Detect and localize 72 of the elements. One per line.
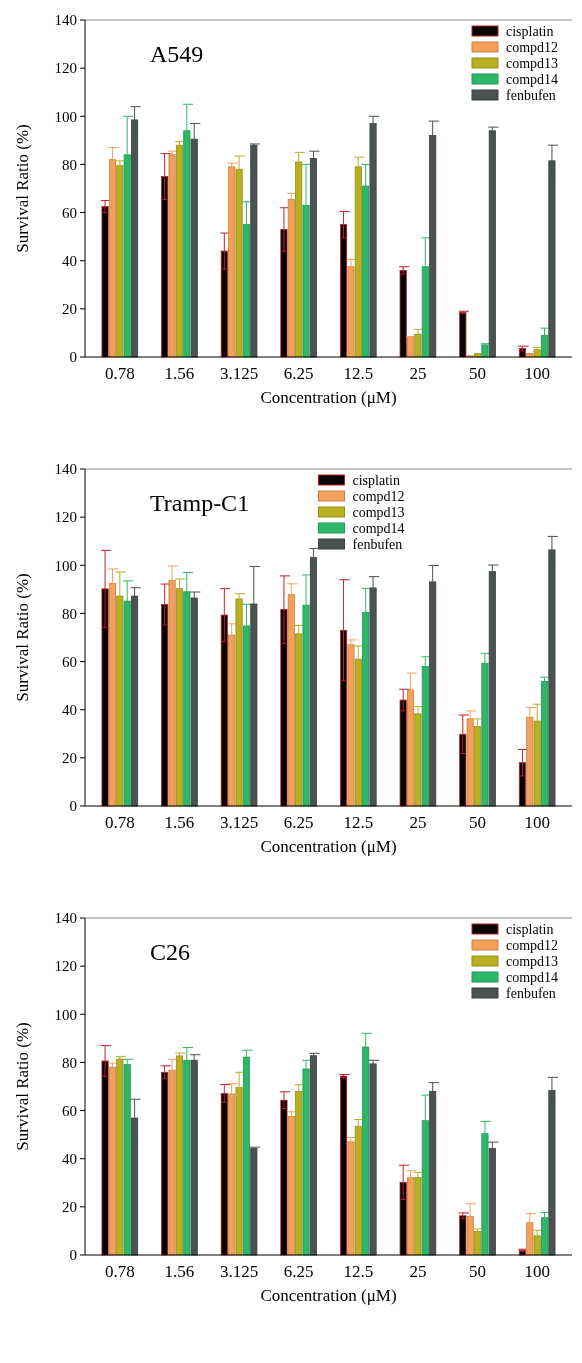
legend-label: compd12 <box>506 39 559 55</box>
text: Tramp-C1 <box>150 490 250 516</box>
y-tick-label: 40 <box>62 701 77 718</box>
legend-label: compd12 <box>506 937 559 953</box>
y-tick-label: 80 <box>62 605 77 622</box>
y-tick-label: 80 <box>62 1054 77 1071</box>
y-tick-label: 60 <box>62 204 77 221</box>
legend-label: compd14 <box>352 520 405 536</box>
y-tick-label: 20 <box>62 1199 77 1216</box>
y-tick-label: 100 <box>54 1006 77 1023</box>
x-tick-label: 3.125 <box>219 813 259 832</box>
x-tick-label: 6.25 <box>283 1262 314 1281</box>
x-tick-label: 25 <box>409 1262 427 1281</box>
legend-label: fenbufen <box>506 87 556 103</box>
legend-label: cisplatin <box>506 921 554 937</box>
legend-label: compd13 <box>506 55 559 71</box>
legend-label: compd14 <box>506 71 559 87</box>
x-tick-label: 0.78 <box>104 1262 135 1281</box>
x-tick-label: 25 <box>409 813 427 832</box>
x-tick-label: 12.5 <box>343 1262 374 1281</box>
y-tick-label: 40 <box>62 252 77 269</box>
y-tick-label: 0 <box>69 349 77 366</box>
legend-label: compd13 <box>506 953 559 969</box>
text: A549 <box>150 41 204 67</box>
y-tick-label: 0 <box>69 1247 77 1264</box>
y-tick-label: 120 <box>54 958 77 975</box>
y-tick-label: 60 <box>62 1102 77 1119</box>
x-tick-label: 3.125 <box>219 1262 259 1281</box>
x-tick-label: 1.56 <box>164 364 195 383</box>
text: C26 <box>150 939 191 965</box>
x-tick-label: 50 <box>469 1262 487 1281</box>
x-tick-label: 12.5 <box>343 364 374 383</box>
legend-label: compd14 <box>506 969 559 985</box>
legend-label: compd12 <box>352 488 405 504</box>
x-tick-label: 50 <box>469 364 487 383</box>
y-tick-label: 140 <box>54 12 77 29</box>
y-tick-label: 20 <box>62 301 77 318</box>
y-tick-label: 20 <box>62 750 77 767</box>
x-tick-label: 12.5 <box>343 813 374 832</box>
x-tick-label: 0.78 <box>104 364 135 383</box>
y-axis-title: Survival Ratio (%) <box>13 124 32 253</box>
legend-label: fenbufen <box>352 536 403 552</box>
x-tick-label: 100 <box>524 364 550 383</box>
x-tick-label: 25 <box>409 364 427 383</box>
y-tick-label: 100 <box>54 108 77 125</box>
legend-label: cisplatin <box>506 23 554 39</box>
x-tick-label: 3.125 <box>219 364 259 383</box>
y-tick-label: 140 <box>54 461 77 478</box>
y-tick-label: 60 <box>62 653 77 670</box>
y-tick-label: 40 <box>62 1150 77 1167</box>
y-tick-label: 120 <box>54 60 77 77</box>
y-axis-title: Survival Ratio (%) <box>13 1022 32 1151</box>
x-axis-title: Concentration (μM) <box>260 837 397 856</box>
x-tick-label: 0.78 <box>104 813 135 832</box>
y-tick-label: 80 <box>62 156 77 173</box>
y-tick-label: 100 <box>54 557 77 574</box>
x-tick-label: 50 <box>469 813 487 832</box>
x-axis-title: Concentration (μM) <box>260 1286 397 1305</box>
y-axis-title: Survival Ratio (%) <box>13 573 32 702</box>
x-tick-label: 100 <box>524 813 550 832</box>
x-tick-label: 100 <box>524 1262 550 1281</box>
x-axis-title: Concentration (μM) <box>260 388 397 407</box>
x-tick-label: 6.25 <box>283 813 314 832</box>
y-tick-label: 0 <box>69 798 77 815</box>
legend-label: cisplatin <box>352 472 400 488</box>
y-tick-label: 120 <box>54 509 77 526</box>
y-tick-label: 140 <box>54 910 77 927</box>
x-tick-label: 1.56 <box>164 1262 195 1281</box>
x-tick-label: 6.25 <box>283 364 314 383</box>
legend-label: compd13 <box>352 504 405 520</box>
legend-label: fenbufen <box>506 985 556 1001</box>
x-tick-label: 1.56 <box>164 813 195 832</box>
